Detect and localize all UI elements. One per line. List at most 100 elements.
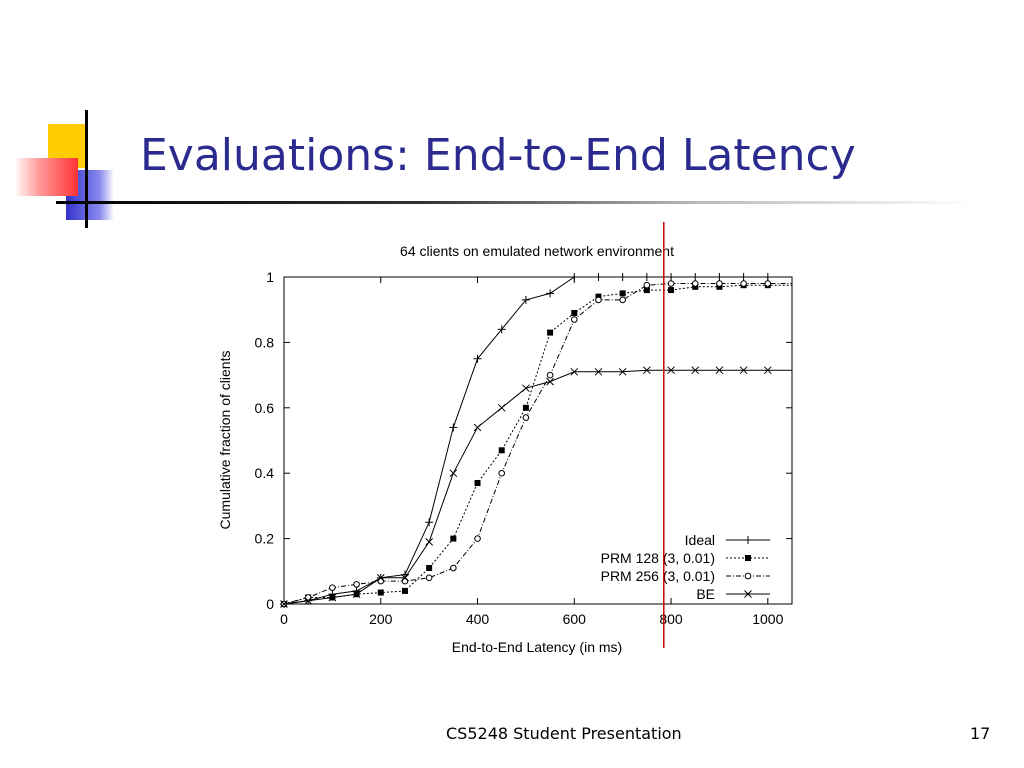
data-point (571, 309, 578, 316)
data-point (570, 316, 578, 323)
data-point (570, 273, 579, 281)
y-tick-label: 1 (266, 269, 274, 285)
y-axis-label: Cumulative fraction of clients (217, 351, 233, 530)
data-point (546, 377, 554, 386)
data-point (667, 366, 675, 375)
y-tick-label: 0.2 (255, 531, 275, 547)
data-point (522, 384, 530, 393)
series-line (283, 276, 792, 605)
page-number: 17 (970, 724, 991, 743)
data-point (474, 480, 481, 487)
data-point (763, 366, 772, 375)
y-tick-label: 0.8 (255, 334, 275, 350)
y-tick-label: 0.4 (255, 465, 275, 481)
series-2 (280, 280, 792, 608)
legend-marker (745, 555, 751, 561)
data-point (715, 273, 724, 281)
data-point (715, 366, 724, 375)
data-point (595, 296, 602, 304)
data-point (691, 273, 700, 281)
legend-marker (744, 572, 752, 580)
chart-title: 64 clients on emulated network environme… (400, 243, 674, 259)
data-point (304, 596, 313, 605)
plot-frame (283, 276, 793, 605)
data-point (497, 325, 506, 334)
legend-marker (744, 590, 752, 598)
slide-title: Evaluations: End-to-End Latency (140, 130, 856, 181)
data-point (473, 354, 482, 363)
x-tick-label: 200 (369, 611, 393, 627)
data-point (522, 404, 529, 411)
data-point (425, 518, 434, 527)
data-point (377, 589, 384, 596)
data-point (401, 573, 409, 582)
data-point (449, 469, 458, 478)
data-point (376, 573, 385, 582)
series-0 (280, 273, 792, 608)
series-line (283, 283, 792, 605)
data-point (739, 273, 748, 281)
data-point (667, 273, 676, 281)
data-point (547, 329, 554, 336)
footer-text: CS5248 Student Presentation (446, 724, 682, 743)
series-layer (280, 273, 792, 608)
data-point (618, 367, 627, 376)
data-point (498, 469, 506, 477)
data-point (353, 581, 360, 588)
data-point (449, 423, 458, 432)
legend-label: PRM 256 (3, 0.01) (601, 568, 715, 584)
data-point (667, 280, 675, 287)
data-point (450, 535, 457, 542)
data-point (643, 366, 651, 375)
data-point (522, 414, 530, 421)
deco-red-square (14, 158, 78, 196)
data-point (473, 423, 482, 432)
legend-marker (744, 536, 752, 544)
legend-label: Ideal (685, 532, 715, 548)
x-tick-label: 600 (563, 611, 587, 627)
data-point (739, 366, 748, 375)
series-line (283, 369, 792, 605)
title-rule (56, 201, 976, 204)
data-point (329, 584, 336, 591)
x-tick-label: 400 (466, 611, 490, 627)
data-point (764, 280, 772, 287)
data-point (328, 593, 337, 602)
deco-vertical-bar (85, 110, 88, 228)
series-1 (281, 282, 792, 607)
legend-label: PRM 128 (3, 0.01) (601, 550, 715, 566)
data-point (280, 600, 288, 608)
legend-label: BE (696, 586, 715, 602)
y-tick-label: 0 (266, 596, 274, 612)
data-point (716, 280, 723, 287)
data-point (642, 273, 651, 281)
data-point (668, 287, 675, 294)
data-point (401, 587, 408, 594)
data-point (521, 295, 530, 304)
data-point (594, 273, 603, 281)
data-point (643, 281, 651, 289)
data-point (352, 590, 361, 599)
data-point (619, 296, 626, 304)
data-point (474, 535, 481, 542)
data-point (691, 280, 699, 287)
data-point (594, 367, 603, 376)
data-point (546, 289, 555, 298)
data-point (691, 366, 700, 375)
x-tick-label: 800 (659, 611, 683, 627)
data-point (426, 565, 433, 572)
data-point (498, 447, 505, 454)
legend: Ideal PRM 128 (3, 0.01) PRM 256 (3, 0.01) B… (601, 532, 770, 602)
data-point (618, 273, 627, 281)
data-point (425, 538, 433, 546)
data-point (497, 403, 506, 412)
data-point (763, 273, 772, 281)
series-line (283, 284, 792, 605)
data-point (643, 287, 650, 294)
y-tick-label: 0.6 (255, 400, 275, 416)
data-point (619, 290, 626, 297)
series-3 (280, 366, 792, 608)
data-point (740, 280, 747, 287)
data-point (546, 371, 554, 379)
